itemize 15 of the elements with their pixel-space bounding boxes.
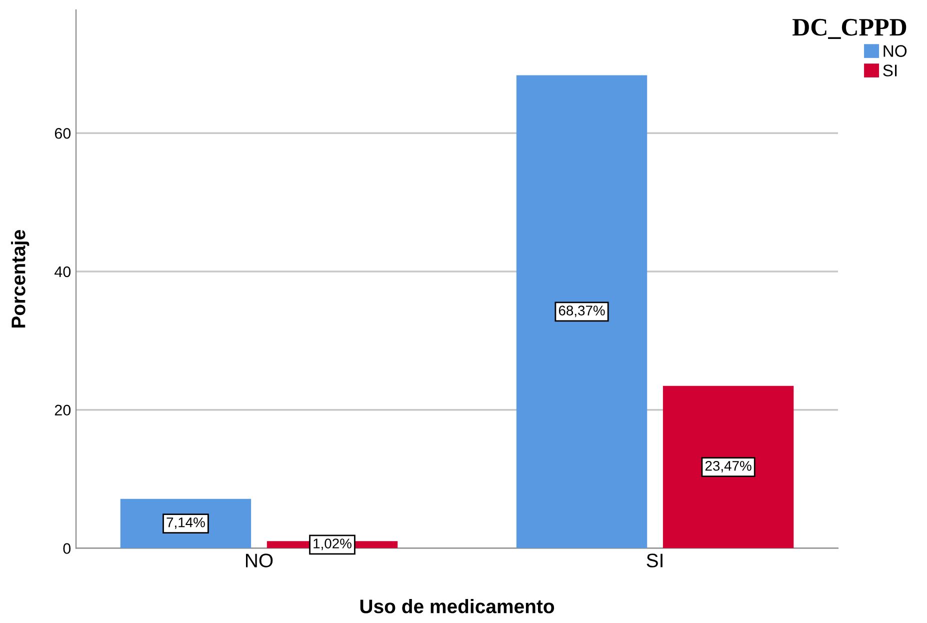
- data-label: 1,02%: [314, 538, 352, 550]
- data-label: 7,14%: [166, 517, 205, 529]
- y-tick-label: 60: [54, 128, 71, 139]
- bar: [516, 75, 648, 548]
- data-label: 68,37%: [558, 306, 605, 318]
- x-axis-title: Uso de medicamento: [360, 599, 554, 614]
- legend-label: NO: [884, 45, 907, 57]
- bar: [662, 386, 794, 548]
- legend-title: DC_CPPD: [792, 18, 906, 39]
- y-tick-label: 40: [54, 266, 71, 278]
- y-tick-label: 0: [63, 543, 71, 554]
- data-label: 23,47%: [705, 460, 752, 472]
- y-axis-title: Porcentaje: [11, 230, 30, 328]
- legend-label: SI: [883, 64, 897, 76]
- y-tick-label: 20: [54, 404, 71, 416]
